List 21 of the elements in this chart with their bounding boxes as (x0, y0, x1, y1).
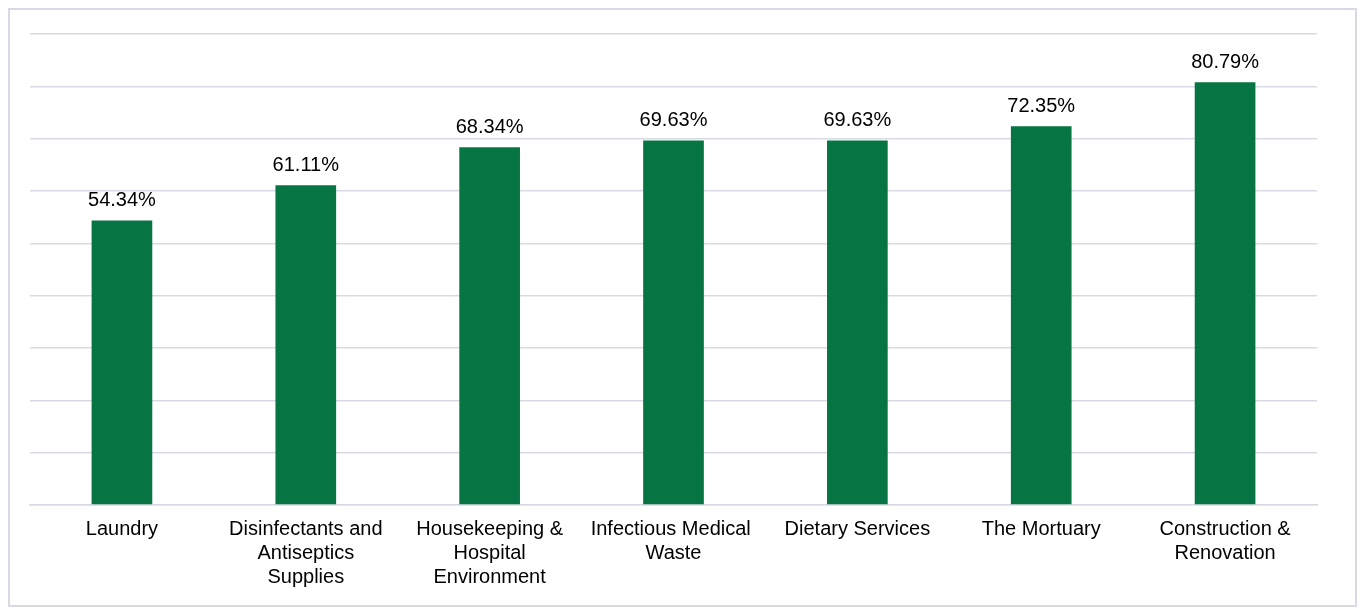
bar (1010, 126, 1072, 505)
x-tick-label: Housekeeping & Hospital Environment (416, 516, 564, 587)
bar (1194, 82, 1256, 505)
bar (459, 147, 520, 505)
data-label: 69.63% (823, 108, 892, 131)
data-label: 72.35% (1007, 93, 1076, 116)
bar (643, 140, 704, 505)
data-label: 54.34% (88, 188, 157, 211)
x-tick-label: Dietary Services (784, 516, 931, 539)
x-tick-label: Disinfectants and Antiseptics Supplies (229, 516, 383, 587)
data-label: 80.79% (1191, 49, 1260, 72)
data-label: 68.34% (455, 114, 524, 137)
x-tick-label: The Mortuary (981, 516, 1101, 539)
data-label: 61.11% (272, 152, 340, 175)
x-tick-label: Laundry (85, 516, 159, 539)
bar (827, 140, 888, 505)
x-tick-label: Infectious Medical Waste (590, 516, 757, 563)
x-tick-label: Construction & Renovation (1159, 516, 1292, 563)
bar (275, 185, 337, 505)
data-label: 69.63% (639, 108, 708, 131)
bar (91, 220, 153, 505)
